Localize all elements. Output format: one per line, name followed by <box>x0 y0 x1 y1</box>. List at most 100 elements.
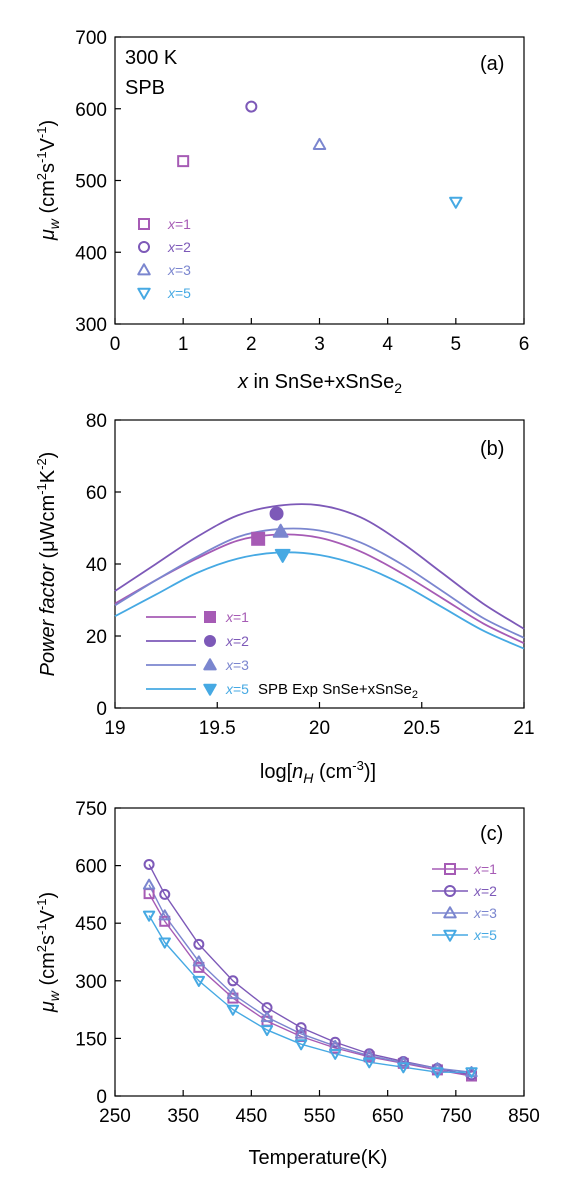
panel-b-x-tick-label: 20 <box>309 718 330 739</box>
panel-b-y-tick-label: 0 <box>96 699 107 720</box>
panel-c-point-x3 <box>363 1049 376 1061</box>
panel-c-y-tick-label: 450 <box>75 914 107 935</box>
panel-c-label: (c) <box>480 823 503 845</box>
panel-c-point-x2 <box>143 858 155 870</box>
panel-c-point-x5 <box>431 1067 444 1079</box>
panel-a-ticks: 0 1 2 3 4 5 6 300 400 500 600 700 <box>75 28 529 355</box>
panel-c-x-tick-label: 650 <box>372 1106 404 1127</box>
panel-a-point-x3 <box>312 137 327 150</box>
panel-c-y-tick-label: 300 <box>75 972 107 993</box>
panel-a-y-tick-label: 400 <box>75 243 107 264</box>
panel-c-point-x5 <box>260 1025 274 1037</box>
panel-c-point-x3 <box>142 878 156 890</box>
panel-b-exp-point-x2 <box>269 506 284 521</box>
panel-a-annotation-model: SPB <box>125 77 165 99</box>
panel-c-point-x5 <box>294 1039 308 1051</box>
panel-a-frame <box>114 36 525 325</box>
panel-c-point-x5 <box>329 1048 342 1060</box>
panel-a-y-tick-label: 600 <box>75 100 107 121</box>
panel-b-curve-x5 <box>114 551 525 650</box>
panel-c-point-x5 <box>192 975 206 987</box>
panel-b-legend-label-x3: x=3 <box>225 657 249 673</box>
panel-c-legend-label-x2: x=2 <box>473 883 497 899</box>
panel-c-y-tick-label: 0 <box>96 1087 107 1108</box>
panel-c-chart: 250 350 450 550 650 750 850 0 150 300 450 600 750 x=… <box>34 799 540 1169</box>
panel-c-point-x1 <box>193 961 205 973</box>
panel-c-point-x2 <box>159 888 171 900</box>
panel-a-x-tick-label: 6 <box>519 334 530 355</box>
panel-a-label: (a) <box>480 53 504 75</box>
panel-b-legend-marker-x5 <box>203 683 217 696</box>
panel-a-marks <box>177 100 463 209</box>
panel-a-x-tick-label: 3 <box>314 334 325 355</box>
panel-b-legend: x=1 x=2 x=3 x=5 <box>146 609 249 697</box>
panel-c-y-axis-label: μw (cm2s-1V-1) <box>34 892 62 1013</box>
panel-b-legend-note: SPB Exp SnSe+xSnSe2 <box>258 681 418 701</box>
panel-b-y-tick-label: 80 <box>86 411 107 432</box>
panel-a-x-tick-label: 1 <box>178 334 189 355</box>
panel-c-y-tick-label: 750 <box>75 799 107 820</box>
panel-c-legend-marker-x2 <box>444 885 456 897</box>
panel-a-point-x1 <box>177 155 190 168</box>
panel-b-label: (b) <box>480 438 504 460</box>
panel-c-marks <box>142 858 478 1082</box>
panel-a-legend: x=1 x=2 x=3 x=5 <box>137 216 191 301</box>
panel-b-y-tick-label: 40 <box>86 555 107 576</box>
panel-c-point-x2 <box>227 975 239 987</box>
panel-c-point-x2 <box>193 938 205 950</box>
panel-b-x-axis-label: log[nH (cm-3)] <box>260 758 376 786</box>
panel-c-point-x3 <box>294 1027 308 1039</box>
panel-b-y-axis-label: Power factor (μWcm-1K-2) <box>34 452 59 677</box>
panel-c-legend-label-x5: x=5 <box>473 927 497 943</box>
panel-c-legend-marker-x1 <box>444 863 456 875</box>
panel-c-point-x5 <box>226 1004 240 1016</box>
panel-c-point-x3 <box>397 1056 410 1068</box>
panel-b-y-tick-label: 20 <box>86 627 107 648</box>
panel-c-legend: x=1 x=2 x=3 x=5 <box>432 861 497 943</box>
panel-c-legend-marker-x3 <box>443 906 457 919</box>
panel-a-legend-label-x2: x=2 <box>167 239 191 255</box>
panel-c-point-x5 <box>363 1057 376 1069</box>
panel-c-legend-label-x1: x=1 <box>473 861 497 877</box>
panel-a-x-tick-label: 0 <box>110 334 121 355</box>
panel-a-point-x5 <box>449 196 463 209</box>
panel-b-ticks: 19 19.5 20 20.5 21 0 20 40 60 80 <box>86 411 535 739</box>
panel-a-legend-marker-x5 <box>137 287 151 300</box>
panel-c-point-x3 <box>192 955 206 967</box>
panel-a-legend-label-x1: x=1 <box>167 216 191 232</box>
panel-c-x-tick-label: 750 <box>440 1106 472 1127</box>
panel-b-curve-x2 <box>114 503 525 630</box>
panel-b-legend-label-x1: x=1 <box>225 609 249 625</box>
panel-a-x-tick-label: 4 <box>382 334 393 355</box>
panel-c-x-tick-label: 350 <box>167 1106 199 1127</box>
panel-c-line-x3 <box>148 884 472 1073</box>
panel-b-x-tick-label: 20.5 <box>403 718 440 739</box>
panel-b-x-tick-label: 19 <box>104 718 125 739</box>
panel-c-x-axis-label: Temperature(K) <box>249 1147 388 1169</box>
panel-c-point-x2 <box>329 1036 341 1048</box>
panel-c-point-x3 <box>158 909 171 921</box>
panel-b-x-tick-label: 21 <box>513 718 534 739</box>
panel-c-point-x3 <box>260 1011 274 1023</box>
panel-a-y-tick-label: 500 <box>75 172 107 193</box>
panel-c-point-x2 <box>295 1022 307 1034</box>
panel-c-y-tick-label: 150 <box>75 1029 107 1050</box>
panel-c-ticks: 250 350 450 550 650 750 850 0 150 300 450 600 750 <box>75 799 540 1127</box>
panel-b-x-tick-label: 19.5 <box>199 718 236 739</box>
panel-c-y-tick-label: 600 <box>75 857 107 878</box>
panel-c-point-x3 <box>226 988 240 1000</box>
panel-a-y-tick-label: 700 <box>75 28 107 49</box>
panel-a-legend-marker-x1 <box>138 218 150 230</box>
panel-a-x-tick-label: 2 <box>246 334 257 355</box>
panel-c-x-tick-label: 850 <box>508 1106 540 1127</box>
panel-b-legend-marker-x3 <box>203 658 217 671</box>
panel-c-legend-label-x3: x=3 <box>473 905 497 921</box>
panel-b-exp-point-x3 <box>272 523 289 538</box>
panel-b-legend-marker-x1 <box>204 611 216 623</box>
panel-c-point-x5 <box>142 910 156 922</box>
panel-b-exp-point-x1 <box>251 531 266 546</box>
panel-c-line-x5 <box>148 915 472 1073</box>
panel-a-x-axis-label: x in SnSe+xSnSe2 <box>237 371 402 396</box>
